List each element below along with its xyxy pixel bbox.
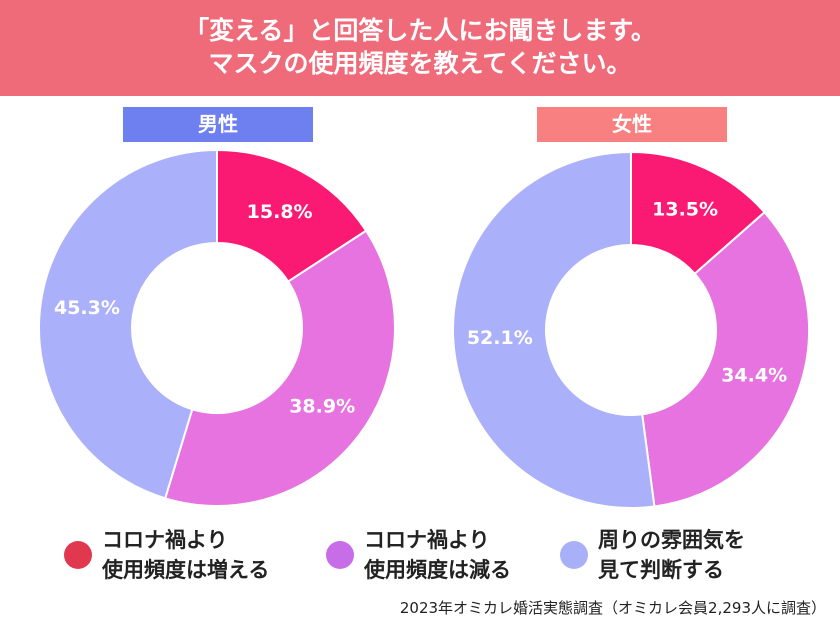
value-label: 15.8% <box>247 201 313 223</box>
value-label: 38.9% <box>289 395 355 417</box>
slice <box>641 210 810 508</box>
legend-label: コロナ禍より 使用頻度は減る <box>364 528 511 582</box>
legend-marker <box>326 541 354 569</box>
chart-title: 男性 <box>123 107 313 142</box>
value-label: 13.5% <box>652 199 718 221</box>
header-title: 「変える」と回答した人にお聞きします。 マスクの使用頻度を教えてください。 <box>0 0 840 96</box>
slice <box>452 150 656 509</box>
legend-label: コロナ禍より 使用頻度は増える <box>102 528 270 582</box>
slice <box>38 148 218 500</box>
source: 2023年オミカレ婚活実態調査（オミカレ会員2,293人に調査） <box>399 599 826 617</box>
legend-label: 周りの雰囲気を 見て判断する <box>598 528 745 582</box>
value-label: 45.3% <box>54 297 120 319</box>
legend-marker <box>560 541 588 569</box>
value-label: 34.4% <box>721 365 787 387</box>
value-label: 52.1% <box>467 327 533 349</box>
slice <box>216 148 368 283</box>
chart-title: 女性 <box>537 107 727 142</box>
legend-marker <box>64 541 92 569</box>
slice <box>163 229 396 507</box>
